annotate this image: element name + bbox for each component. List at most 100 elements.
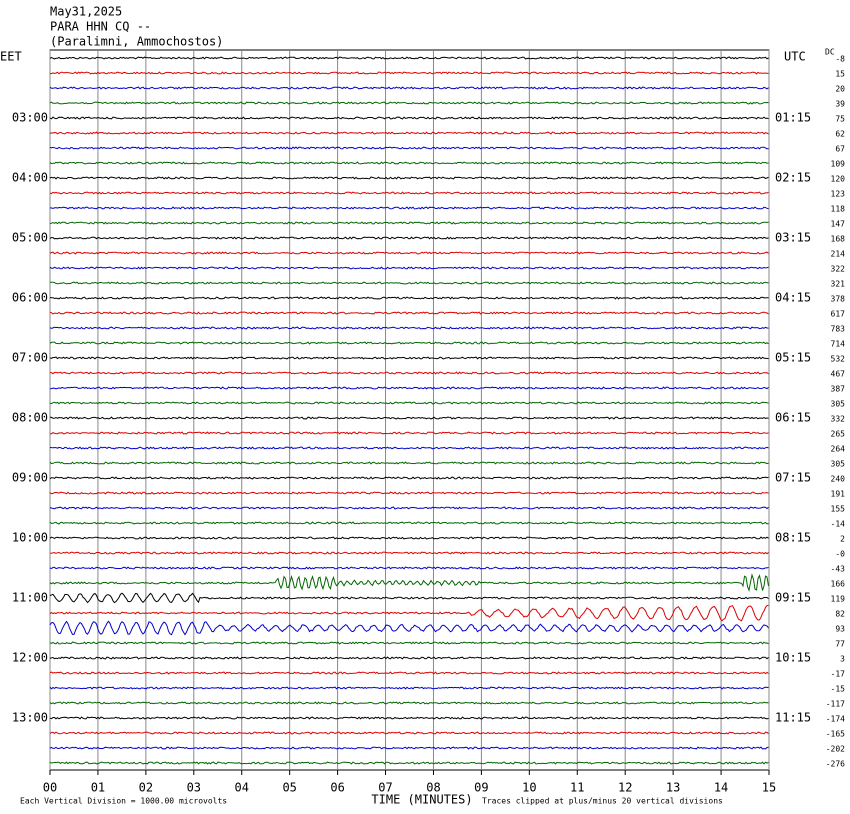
dc-offset: 123 [831,190,846,199]
dc-offset: 305 [831,460,846,469]
x-tick-label: 05 [282,781,296,795]
station: PARA HHN CQ -- [50,20,151,34]
dc-offset: -8 [835,55,845,64]
trace [50,431,769,435]
dc-offset: -43 [831,565,846,574]
dc-offset: 2 [840,535,845,544]
dc-offset: 305 [831,400,846,409]
x-tick-label: 13 [666,781,680,795]
trace [49,446,769,450]
trace [49,551,769,555]
trace [49,761,769,765]
trace [49,716,769,720]
utc-label: 10:15 [775,651,811,665]
x-tick-label: 01 [91,781,105,795]
dc-offset: 118 [831,205,846,214]
dc-offset: 617 [831,310,846,319]
trace [49,401,769,405]
dc-offset: 783 [831,325,846,334]
trace [49,86,769,90]
dc-offset: 532 [831,355,846,364]
trace [49,191,769,195]
utc-label: 03:15 [775,231,811,245]
trace [49,521,769,525]
utc-label: 05:15 [775,351,811,365]
x-tick-label: 14 [714,781,728,795]
dc-offset: -276 [826,760,845,769]
trace [49,686,769,690]
dc-offset: 109 [831,160,846,169]
x-tick-label: 10 [522,781,536,795]
trace [49,656,769,660]
trace [49,461,769,465]
x-tick-label: 12 [618,781,632,795]
trace [49,573,769,592]
trace [49,206,769,210]
dc-offset: 67 [835,145,845,154]
eet-label: 07:00 [12,351,48,365]
trace [49,476,769,480]
trace [49,641,769,645]
dc-offset: -14 [831,520,846,529]
dc-offset: -15 [831,685,846,694]
dc-offset: 265 [831,430,846,439]
trace [49,161,769,165]
trace [49,326,769,330]
trace [49,311,769,315]
trace [49,356,769,360]
dc-offset: 77 [835,640,845,649]
trace [49,592,769,604]
x-tick-label: 06 [330,781,344,795]
dc-offset: 39 [835,100,845,109]
trace [49,266,769,270]
x-tick-label: 15 [762,781,776,795]
utc-label: 04:15 [775,291,811,305]
dc-offset: 147 [831,220,846,229]
dc-offset: 155 [831,505,846,514]
eet-label: 12:00 [12,651,48,665]
trace [49,731,769,735]
trace [49,536,769,540]
dc-offset: 322 [831,265,846,274]
right-corner: UTC [784,50,806,64]
x-tick-label: 08 [426,781,440,795]
dc-offset: 119 [831,595,846,604]
eet-label: 13:00 [12,711,48,725]
trace [49,566,769,570]
utc-label: 07:15 [775,471,811,485]
eet-label: 08:00 [12,411,48,425]
dc-offset: 82 [835,610,845,619]
dc-offset: -165 [826,730,845,739]
trace [49,101,769,105]
dc-offset: 191 [831,490,846,499]
trace [49,671,769,675]
trace [49,491,769,495]
dc-offset: -202 [826,745,845,754]
eet-label: 10:00 [12,531,48,545]
dc-offset: -17 [831,670,846,679]
eet-label: 11:00 [12,591,48,605]
plot-frame [49,49,770,771]
eet-label: 03:00 [12,111,48,125]
x-tick-label: 03 [187,781,201,795]
dc-offset: 264 [831,445,846,454]
dc-offset: 75 [835,115,845,124]
eet-label: 06:00 [12,291,48,305]
dc-offset: 387 [831,385,846,394]
trace [49,56,769,60]
dc-offset: 120 [831,175,846,184]
trace [49,116,769,120]
eet-label: 09:00 [12,471,48,485]
trace [49,251,769,255]
dc-offset: 3 [840,655,845,664]
trace [49,221,769,225]
dc-offset: 321 [831,280,846,289]
x-tick-label: 02 [139,781,153,795]
x-tick-label: 09 [474,781,488,795]
dc-offset: 332 [831,415,846,424]
trace [49,506,769,510]
trace [49,236,769,240]
footer-left: Each Vertical Division = 1000.00 microvo… [20,797,227,806]
trace [49,131,769,135]
